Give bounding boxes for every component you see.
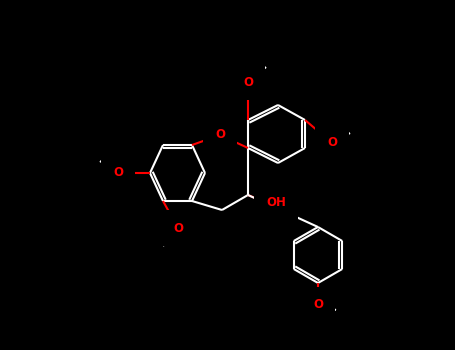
Text: O: O (173, 222, 183, 235)
Text: O: O (313, 299, 323, 312)
Text: O: O (243, 76, 253, 89)
Text: O: O (113, 167, 123, 180)
Text: O: O (215, 128, 225, 141)
Text: OH: OH (266, 196, 286, 210)
Text: O: O (327, 136, 337, 149)
